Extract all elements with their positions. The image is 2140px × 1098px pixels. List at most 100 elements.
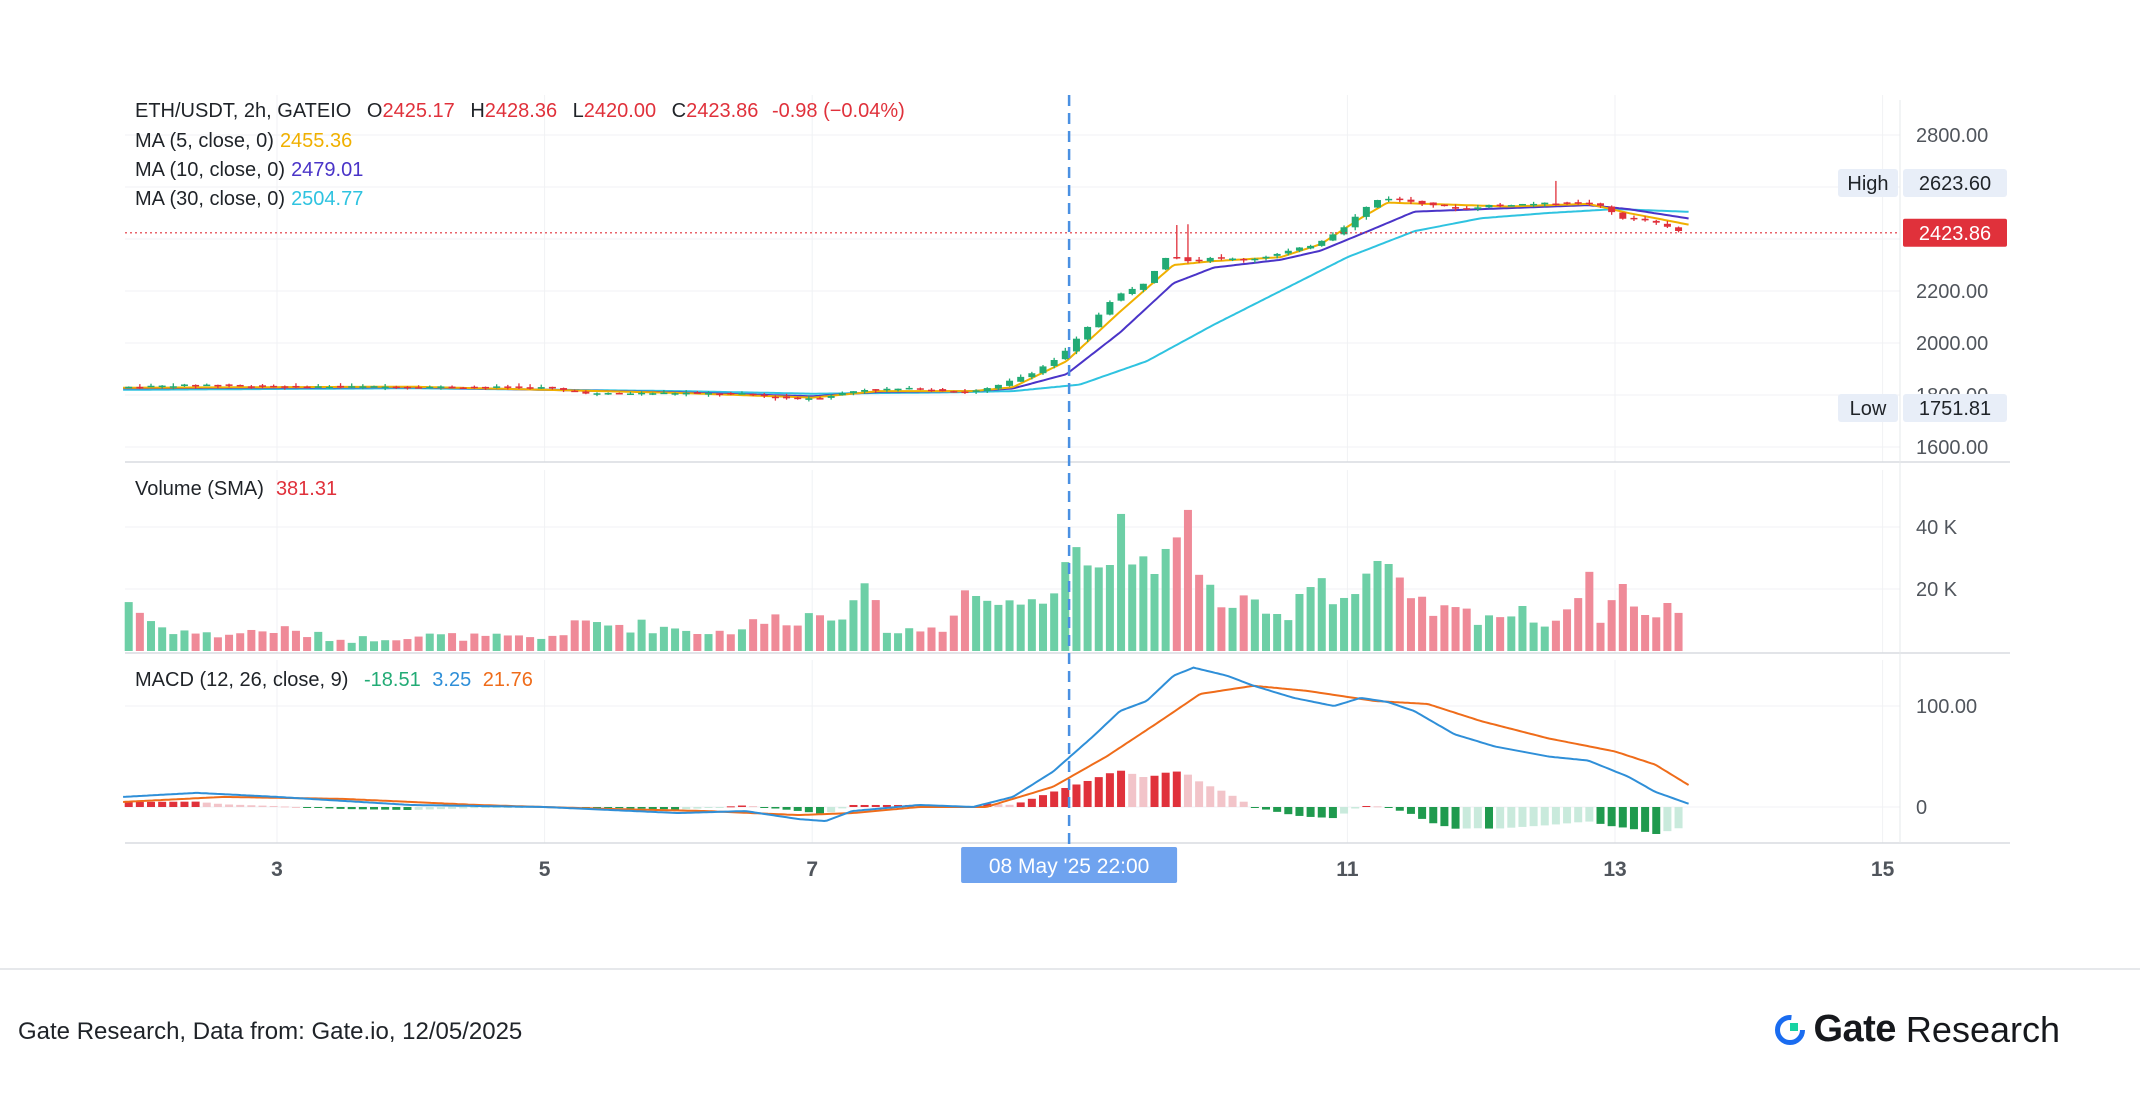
candle-body: [1195, 259, 1203, 262]
candle-body: [693, 392, 701, 394]
volume-bar: [983, 600, 992, 651]
volume-value: 381.31: [275, 478, 338, 500]
volume-bar: [1083, 565, 1092, 651]
volume-bar: [1551, 620, 1560, 651]
volume-bar: [537, 638, 546, 651]
ma5-legend: MA (5, close, 0) 2455.36: [135, 130, 352, 153]
candle-body: [180, 384, 188, 386]
macd-hist-bar: [749, 806, 758, 808]
volume-bar: [336, 639, 345, 651]
volume-bar: [960, 590, 969, 651]
ma10-value: 2479.01: [291, 159, 364, 181]
candle-body: [403, 386, 411, 389]
candle-body: [660, 392, 668, 395]
gate-logo-icon: [1775, 1014, 1806, 1045]
macd-hist-bar: [303, 807, 312, 808]
volume-bar: [303, 637, 312, 651]
time-tick-label: 13: [1603, 858, 1626, 881]
candle-body: [805, 398, 813, 400]
macd-hist-bar: [1596, 807, 1605, 824]
volume-bar: [470, 633, 479, 651]
candle-body: [314, 386, 322, 388]
high-marker-value: 2623.60: [1919, 173, 1991, 195]
macd-hist-bar: [1050, 791, 1059, 807]
volume-bar: [503, 635, 512, 651]
macd-hist-bar: [827, 807, 836, 813]
candle-body: [671, 393, 679, 395]
macd-hist-bar: [615, 807, 624, 809]
candle-body: [682, 392, 690, 395]
last-price-tag: [1903, 218, 2007, 247]
volume-bar: [1061, 562, 1070, 651]
macd-hist-bar: [593, 807, 602, 808]
candle-body: [1106, 302, 1114, 315]
candle-body: [861, 389, 869, 392]
macd-hist-bar: [1351, 807, 1360, 809]
volume-bar: [793, 625, 802, 651]
volume-bar: [816, 615, 825, 651]
candle-body: [1675, 227, 1683, 232]
volume-bar: [782, 625, 791, 651]
volume-bar: [1094, 567, 1103, 651]
macd-hist-value: -18.51: [363, 669, 421, 691]
candle-body: [1563, 202, 1571, 204]
time-tick-label: 7: [806, 858, 818, 881]
macd-hist-bar: [436, 807, 445, 810]
volume-label: Volume (SMA): [135, 478, 264, 500]
macd-hist-bar: [1362, 805, 1371, 807]
ma10-label: MA (10, close, 0): [135, 159, 286, 181]
candle-body: [370, 386, 378, 388]
candle-body: [515, 386, 523, 388]
candle-body: [649, 393, 657, 395]
macd-hist-bar: [1206, 786, 1215, 807]
macd-legend: MACD (12, 26, close, 9) -18.51 3.25 21.7…: [135, 669, 533, 692]
candle-body: [203, 384, 211, 387]
volume-bar: [1629, 606, 1638, 651]
candle-body: [459, 387, 467, 390]
volume-bar: [225, 634, 234, 651]
volume-bar: [1039, 603, 1048, 651]
crosshair-time-tag: [961, 847, 1178, 883]
volume-bar: [1105, 565, 1114, 651]
macd-hist-bar: [1641, 807, 1650, 832]
ma5-label: MA (5, close, 0): [135, 130, 274, 152]
volume-bar: [559, 635, 568, 651]
volume-bar: [1596, 622, 1605, 651]
volume-bar: [593, 622, 602, 651]
candle-body: [1229, 258, 1237, 261]
volume-bar: [1228, 607, 1237, 651]
volume-bar: [291, 630, 300, 651]
candle-body: [1374, 200, 1382, 208]
volume-bar: [1195, 574, 1204, 651]
macd-hist-bar: [1462, 807, 1471, 829]
candle-body: [928, 389, 936, 392]
volume-bar: [693, 634, 702, 651]
macd-hist-bar: [269, 805, 278, 807]
macd-hist-bar: [1250, 807, 1259, 808]
candle-body: [905, 387, 913, 390]
volume-bar: [1440, 605, 1449, 651]
candle-body: [1084, 326, 1092, 340]
macd-hist-bar: [336, 807, 345, 809]
macd-label: MACD (12, 26, close, 9): [135, 669, 349, 691]
volume-bar: [704, 634, 713, 651]
macd-hist-bar: [425, 807, 434, 810]
volume-bar: [994, 604, 1003, 651]
candle-body: [894, 388, 902, 391]
time-tick-label: 5: [539, 858, 551, 881]
candle-body: [1017, 376, 1025, 382]
macd-hist-bar: [1563, 807, 1572, 824]
volume-bar: [1529, 622, 1538, 651]
macd-hist-bar: [225, 804, 234, 807]
ma30-value: 2504.77: [291, 188, 364, 210]
macd-hist-bar: [1117, 770, 1126, 807]
macd-hist-bar: [682, 807, 691, 810]
macd-hist-bar: [370, 807, 379, 810]
volume-bar: [972, 595, 981, 651]
macd-hist-bar: [1418, 807, 1427, 819]
volume-bar: [314, 631, 323, 651]
volume-bar: [916, 631, 925, 651]
macd-hist-bar: [860, 804, 869, 807]
macd-signal-line: [123, 684, 1690, 816]
volume-bar: [1239, 595, 1248, 651]
